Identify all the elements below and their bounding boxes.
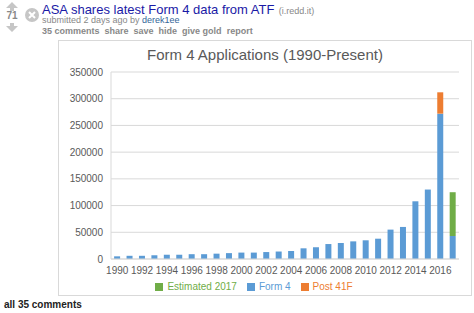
svg-text:1994: 1994	[156, 265, 179, 276]
html-text:hide: hide	[158, 26, 178, 36]
svg-text:2002: 2002	[255, 265, 278, 276]
html-text:report: report	[226, 26, 253, 36]
html-text:71: 71	[6, 10, 18, 21]
svg-text:0: 0	[97, 254, 103, 265]
svg-text:1998: 1998	[206, 265, 229, 276]
svg-text:2012: 2012	[380, 265, 403, 276]
svg-text:2010: 2010	[355, 265, 378, 276]
svg-text:300000: 300000	[70, 93, 104, 104]
html-text:Post 41F: Post 41F	[312, 281, 353, 292]
html-text:share: share	[104, 26, 129, 36]
svg-text:1992: 1992	[131, 265, 154, 276]
html-text:ASA shares latest Form 4 data: ASA shares latest Form 4 data from ATF (…	[42, 2, 315, 17]
html-text:Form 4: Form 4	[258, 281, 291, 292]
html-text:Estimated 2017: Estimated 2017	[167, 281, 237, 292]
html-text:save: save	[133, 26, 154, 36]
html-text:Form 4 Applications (1990-Pres: Form 4 Applications (1990-Present)	[147, 46, 383, 63]
svg-text:2000: 2000	[230, 265, 253, 276]
svg-text:1990: 1990	[106, 265, 129, 276]
html-text:give gold: give gold	[182, 26, 222, 36]
svg-text:100000: 100000	[70, 200, 104, 211]
svg-text:2004: 2004	[280, 265, 303, 276]
html-text:all 35 comments: all 35 comments	[4, 299, 82, 310]
svg-text:250000: 250000	[70, 120, 104, 131]
svg-text:150000: 150000	[70, 173, 104, 184]
svg-text:50000: 50000	[75, 227, 103, 238]
svg-text:2008: 2008	[330, 265, 353, 276]
svg-text:1996: 1996	[181, 265, 204, 276]
html-text:35 comments: 35 comments	[42, 26, 100, 36]
svg-text:2016: 2016	[429, 265, 452, 276]
html-text:submitted 2 days ago by derek1: submitted 2 days ago by derek1ee	[42, 15, 180, 25]
svg-text:350000: 350000	[70, 67, 104, 78]
svg-text:2006: 2006	[305, 265, 328, 276]
svg-text:2014: 2014	[404, 265, 427, 276]
svg-text:200000: 200000	[70, 147, 104, 158]
